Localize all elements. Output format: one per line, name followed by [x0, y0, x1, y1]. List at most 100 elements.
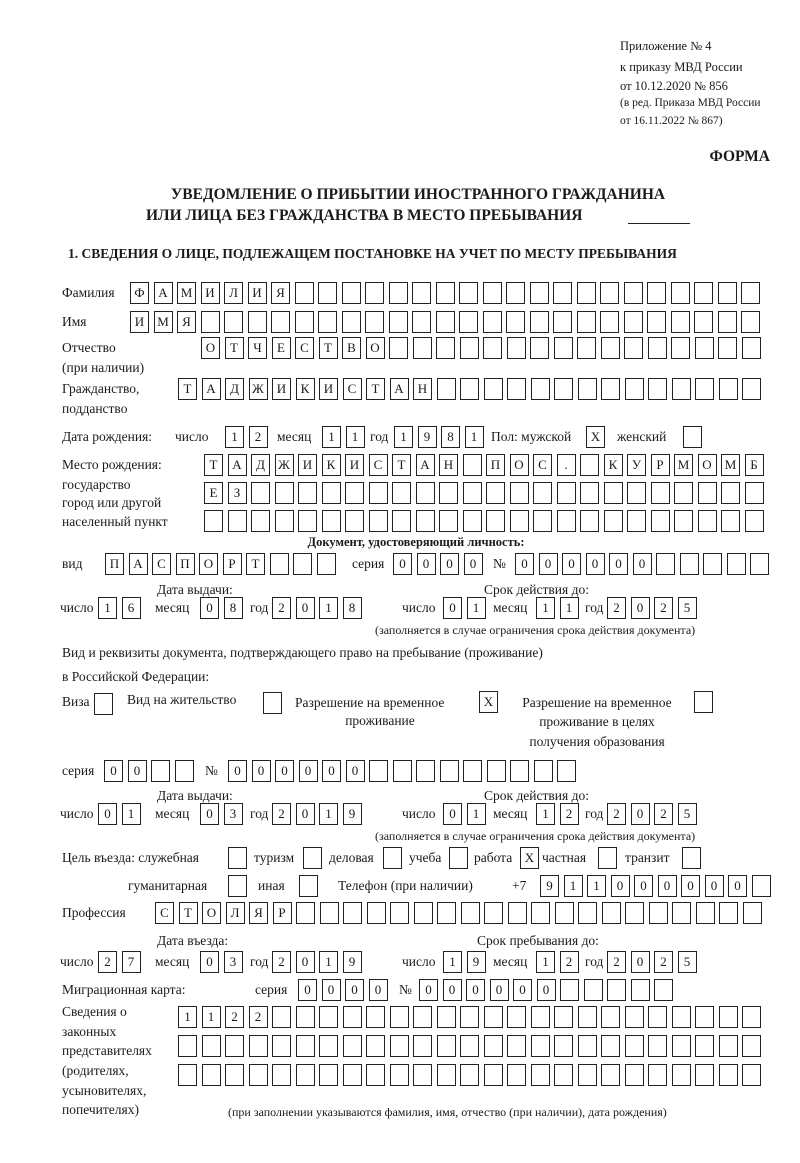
checkbox-cell[interactable]: [449, 847, 468, 869]
char-box[interactable]: [251, 510, 270, 532]
char-box[interactable]: [412, 282, 431, 304]
char-box[interactable]: [718, 1035, 738, 1057]
char-box[interactable]: [436, 1035, 456, 1057]
char-box[interactable]: Н: [413, 378, 432, 400]
char-box[interactable]: 2: [607, 803, 626, 825]
char-box[interactable]: [695, 902, 715, 924]
char-box[interactable]: [603, 510, 623, 532]
char-box[interactable]: И: [272, 378, 291, 400]
birthplace-field-line3[interactable]: [204, 510, 764, 532]
char-box[interactable]: Р: [272, 902, 292, 924]
char-box[interactable]: К: [295, 378, 315, 400]
char-box[interactable]: 2: [98, 951, 117, 973]
char-box[interactable]: [460, 1064, 479, 1086]
char-box[interactable]: И: [319, 378, 338, 400]
char-box[interactable]: 5: [677, 803, 697, 825]
char-box[interactable]: 2: [654, 951, 673, 973]
char-box[interactable]: Я: [249, 902, 268, 924]
char-box[interactable]: [509, 482, 529, 504]
char-box[interactable]: [389, 337, 408, 359]
char-box[interactable]: [436, 1064, 456, 1086]
char-box[interactable]: [529, 282, 549, 304]
char-box[interactable]: [507, 378, 526, 400]
char-box[interactable]: [627, 510, 646, 532]
char-box[interactable]: 0: [200, 597, 219, 619]
checkbox-cell[interactable]: [263, 692, 282, 714]
char-box[interactable]: 0: [295, 597, 315, 619]
char-box[interactable]: [719, 902, 738, 924]
char-box[interactable]: И: [345, 454, 364, 476]
char-box[interactable]: Т: [178, 902, 198, 924]
legal-reps-field-line2[interactable]: [178, 1035, 761, 1057]
char-box[interactable]: Р: [650, 454, 670, 476]
char-box[interactable]: С: [533, 454, 552, 476]
char-box[interactable]: 0: [345, 760, 365, 782]
char-box[interactable]: [600, 282, 619, 304]
char-box[interactable]: 1: [536, 597, 555, 619]
char-box[interactable]: 0: [463, 553, 483, 575]
char-box[interactable]: [654, 979, 673, 1001]
char-box[interactable]: [369, 760, 388, 782]
char-box[interactable]: [553, 311, 572, 333]
char-box[interactable]: 0: [251, 760, 271, 782]
char-box[interactable]: 0: [275, 760, 294, 782]
char-box[interactable]: [342, 1035, 362, 1057]
char-box[interactable]: В: [342, 337, 361, 359]
checkbox-cell[interactable]: [598, 847, 617, 869]
char-box[interactable]: Я: [271, 282, 290, 304]
char-box[interactable]: 6: [121, 597, 141, 619]
char-box[interactable]: [366, 902, 386, 924]
sex-female-checkbox[interactable]: [683, 426, 702, 448]
char-box[interactable]: [459, 311, 478, 333]
char-box[interactable]: С: [342, 378, 362, 400]
purpose-study-checkbox[interactable]: [449, 847, 468, 869]
char-box[interactable]: О: [509, 454, 529, 476]
char-box[interactable]: [415, 482, 435, 504]
char-box[interactable]: [530, 1064, 550, 1086]
char-box[interactable]: 1: [587, 875, 606, 897]
char-box[interactable]: [298, 510, 317, 532]
char-box[interactable]: [436, 337, 455, 359]
char-box[interactable]: [507, 902, 527, 924]
char-box[interactable]: 0: [657, 875, 677, 897]
char-box[interactable]: [630, 979, 650, 1001]
char-box[interactable]: [703, 553, 722, 575]
checkbox-cell[interactable]: [383, 847, 402, 869]
char-box[interactable]: [437, 902, 456, 924]
char-box[interactable]: А: [128, 553, 148, 575]
char-box[interactable]: [506, 282, 525, 304]
char-box[interactable]: [224, 311, 243, 333]
char-box[interactable]: 0: [610, 875, 630, 897]
char-box[interactable]: [413, 902, 433, 924]
char-box[interactable]: 2: [272, 597, 291, 619]
char-box[interactable]: И: [200, 282, 220, 304]
char-box[interactable]: О: [201, 337, 220, 359]
char-box[interactable]: [294, 282, 314, 304]
char-box[interactable]: 2: [607, 951, 626, 973]
char-box[interactable]: 8: [223, 597, 243, 619]
char-box[interactable]: Б: [744, 454, 764, 476]
char-box[interactable]: [674, 510, 693, 532]
char-box[interactable]: [271, 311, 290, 333]
char-box[interactable]: М: [177, 282, 196, 304]
char-box[interactable]: [576, 282, 596, 304]
residence-permit-checkbox[interactable]: [263, 692, 282, 714]
char-box[interactable]: 0: [466, 979, 485, 1001]
char-box[interactable]: [744, 510, 764, 532]
char-box[interactable]: [151, 760, 170, 782]
char-box[interactable]: 0: [515, 553, 534, 575]
char-box[interactable]: [600, 311, 619, 333]
char-box[interactable]: М: [153, 311, 173, 333]
char-box[interactable]: [671, 378, 691, 400]
char-box[interactable]: [577, 1006, 597, 1028]
char-box[interactable]: [459, 337, 479, 359]
char-box[interactable]: 1: [464, 426, 484, 448]
char-box[interactable]: [345, 482, 364, 504]
